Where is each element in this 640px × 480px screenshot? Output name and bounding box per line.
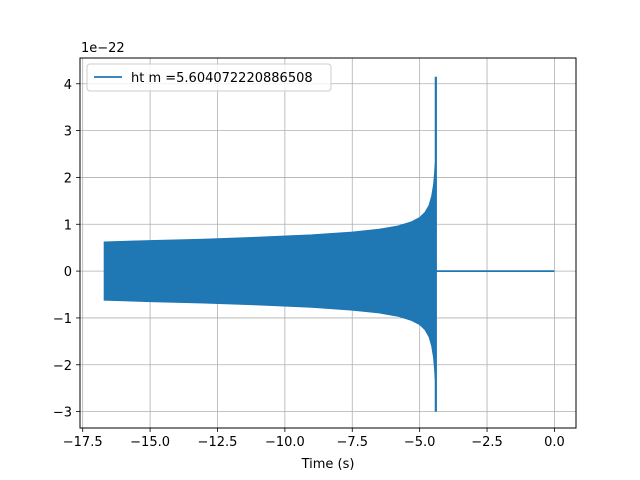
x-tick-label: −10.0 [265, 435, 305, 450]
x-tick-label: −17.5 [63, 435, 103, 450]
y-tick-label: 0 [64, 265, 72, 280]
y-tick-label: 1 [64, 218, 72, 233]
y-tick-label: 2 [64, 171, 72, 186]
y-tick-label: −3 [53, 406, 72, 421]
legend-box [86, 63, 332, 92]
x-tick-label: −15.0 [130, 435, 170, 450]
x-axis-ticks: −17.5 −15.0 −12.5 −10.0 −7.5 −5.0 −2.5 0.0 [63, 428, 565, 450]
y-tick-label: 3 [64, 125, 72, 140]
y-offset-text: 1e−22 [81, 41, 125, 56]
x-tick-label: 0.0 [544, 435, 565, 450]
x-tick-label: −5.0 [404, 435, 436, 450]
series-area [103, 76, 555, 412]
y-axis-ticks: −3 −2 −1 0 1 2 3 4 [53, 78, 80, 421]
legend-label: ht m =5.604072220886508 [131, 71, 313, 86]
x-tick-label: −2.5 [471, 435, 503, 450]
x-axis-label: Time (s) [301, 457, 355, 472]
legend: ht m =5.604072220886508 [86, 63, 332, 92]
y-tick-label: −2 [53, 359, 72, 374]
x-tick-label: −12.5 [198, 435, 238, 450]
y-tick-label: −1 [53, 312, 72, 327]
y-tick-label: 4 [64, 78, 72, 93]
x-tick-label: −7.5 [336, 435, 368, 450]
axes-frame [79, 57, 577, 429]
